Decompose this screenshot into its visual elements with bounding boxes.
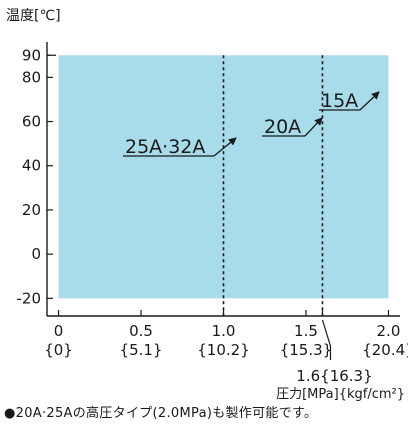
size-label-20a: 20A <box>264 116 301 138</box>
x-tick-sublabel: {5.1} <box>120 341 163 359</box>
y-tick-label: -20 <box>17 289 42 307</box>
x-tick-label: 2.0 <box>377 322 401 340</box>
x-tick-sublabel: {20.4} <box>362 341 408 359</box>
x-tick-label: 1.0 <box>212 322 236 340</box>
size-label-15a: 15A <box>321 90 358 112</box>
x-tick-label-1-6: 1.6{16.3} <box>296 367 372 385</box>
y-tick-label: 80 <box>22 68 41 86</box>
size-label-arrow-20a <box>304 117 323 137</box>
x-axis-label: 圧力[MPa]{kgf/cm²} <box>276 387 405 402</box>
x-tick-sublabel: {10.2} <box>197 341 250 359</box>
size-label-25a-32a: 25A·32A <box>125 136 205 158</box>
y-tick-label: 40 <box>22 157 41 175</box>
y-tick-label: 20 <box>22 201 41 219</box>
x-tick-sublabel: {15.3} <box>280 341 333 359</box>
x-tick-sublabel: {0} <box>44 341 73 359</box>
x-tick-label: 0 <box>54 322 64 340</box>
size-label-arrow-15a <box>359 91 380 111</box>
y-tick-label: 0 <box>31 245 41 263</box>
y-tick-label: 60 <box>22 113 41 131</box>
footnote: ●20A·25Aの高圧タイプ(2.0MPa)も製作可能です。 <box>4 406 318 421</box>
y-tick-label: 90 <box>22 46 41 64</box>
x-tick-label: 0.5 <box>129 322 153 340</box>
y-axis-label: 温度[℃] <box>6 8 61 24</box>
leader-1-6 <box>321 319 332 360</box>
size-label-arrow-25a-32a <box>213 137 237 157</box>
x-tick-label: 1.5 <box>294 322 318 340</box>
